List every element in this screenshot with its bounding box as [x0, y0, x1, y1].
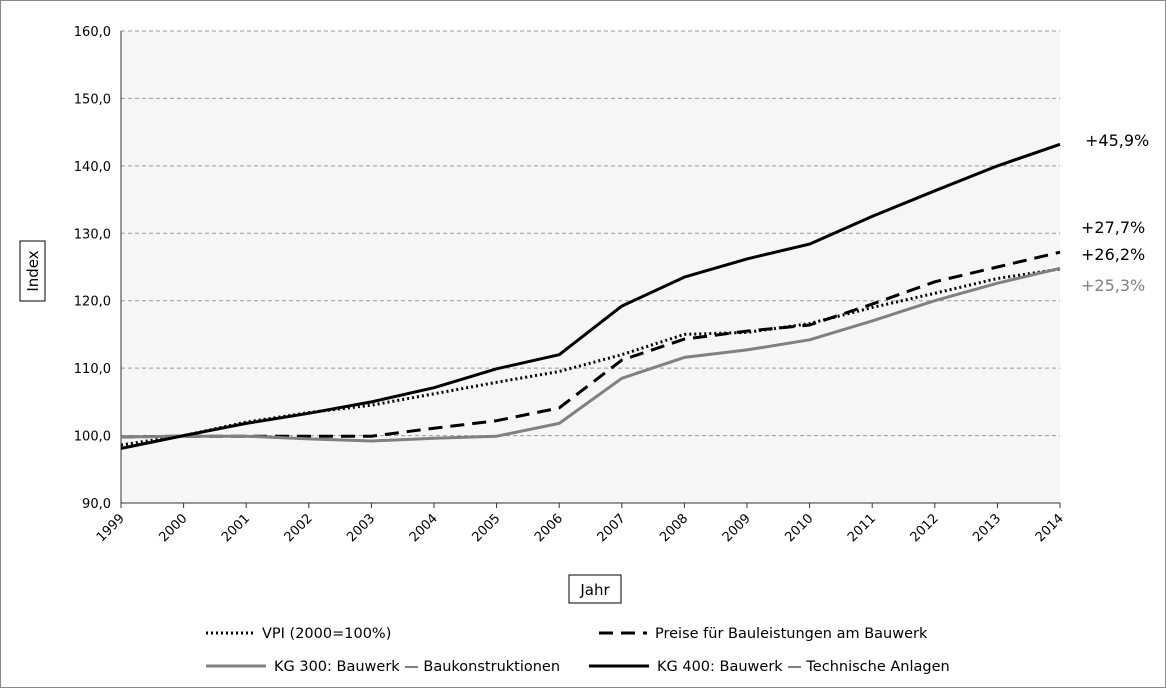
x-tick-label: 2008: [657, 511, 691, 545]
y-tick-label: 110,0: [74, 362, 111, 377]
plot-area: [121, 31, 1060, 503]
legend-label: VPI (2000=100%): [262, 626, 391, 642]
x-tick-label: 2001: [219, 511, 253, 545]
legend-label: KG 300: Bauwerk — Baukonstruktionen: [274, 659, 560, 675]
x-axis-title-box: [568, 574, 622, 604]
x-tick-label: 2011: [845, 511, 879, 545]
series-line-3: [120, 266, 1061, 443]
x-tick-label: 1999: [94, 511, 128, 545]
legend-label: KG 400: Bauwerk — Technische Anlagen: [657, 659, 950, 675]
y-tick-label: 100,0: [74, 430, 111, 445]
x-tick-label: 2003: [344, 511, 378, 545]
x-tick-label: 2012: [908, 511, 942, 545]
y-tick-label: 130,0: [74, 227, 111, 242]
x-tick-label: 2000: [156, 511, 190, 545]
end-label: +25,3%: [1081, 276, 1145, 295]
x-tick-label: 2013: [970, 511, 1004, 545]
x-tick-label: 2009: [720, 511, 754, 545]
series-line-4: [120, 142, 1061, 450]
x-axis-title: Jahr: [579, 581, 610, 599]
y-tick-label: 150,0: [74, 92, 111, 107]
x-tick-label: 2010: [782, 511, 816, 545]
y-axis-title: Index: [24, 250, 42, 291]
x-tick-label: 2006: [532, 511, 566, 545]
y-axis-title-box: [19, 240, 46, 302]
end-label: +45,9%: [1085, 131, 1149, 150]
end-label: +27,7%: [1081, 218, 1145, 237]
x-tick-label: 2002: [282, 511, 316, 545]
y-tick-label: 140,0: [74, 160, 111, 175]
x-tick-label: 2014: [1033, 511, 1067, 545]
series-line-1: [120, 267, 1061, 447]
x-tick-label: 2005: [469, 511, 503, 545]
end-label: +26,2%: [1081, 245, 1145, 264]
y-tick-label: 160,0: [74, 25, 111, 40]
y-tick-label: 120,0: [74, 295, 111, 310]
y-tick-label: 90,0: [82, 497, 111, 512]
legend-label: Preise für Bauleistungen am Bauwerk: [655, 626, 928, 642]
x-tick-label: 2004: [407, 511, 441, 545]
x-tick-label: 2007: [595, 511, 629, 545]
